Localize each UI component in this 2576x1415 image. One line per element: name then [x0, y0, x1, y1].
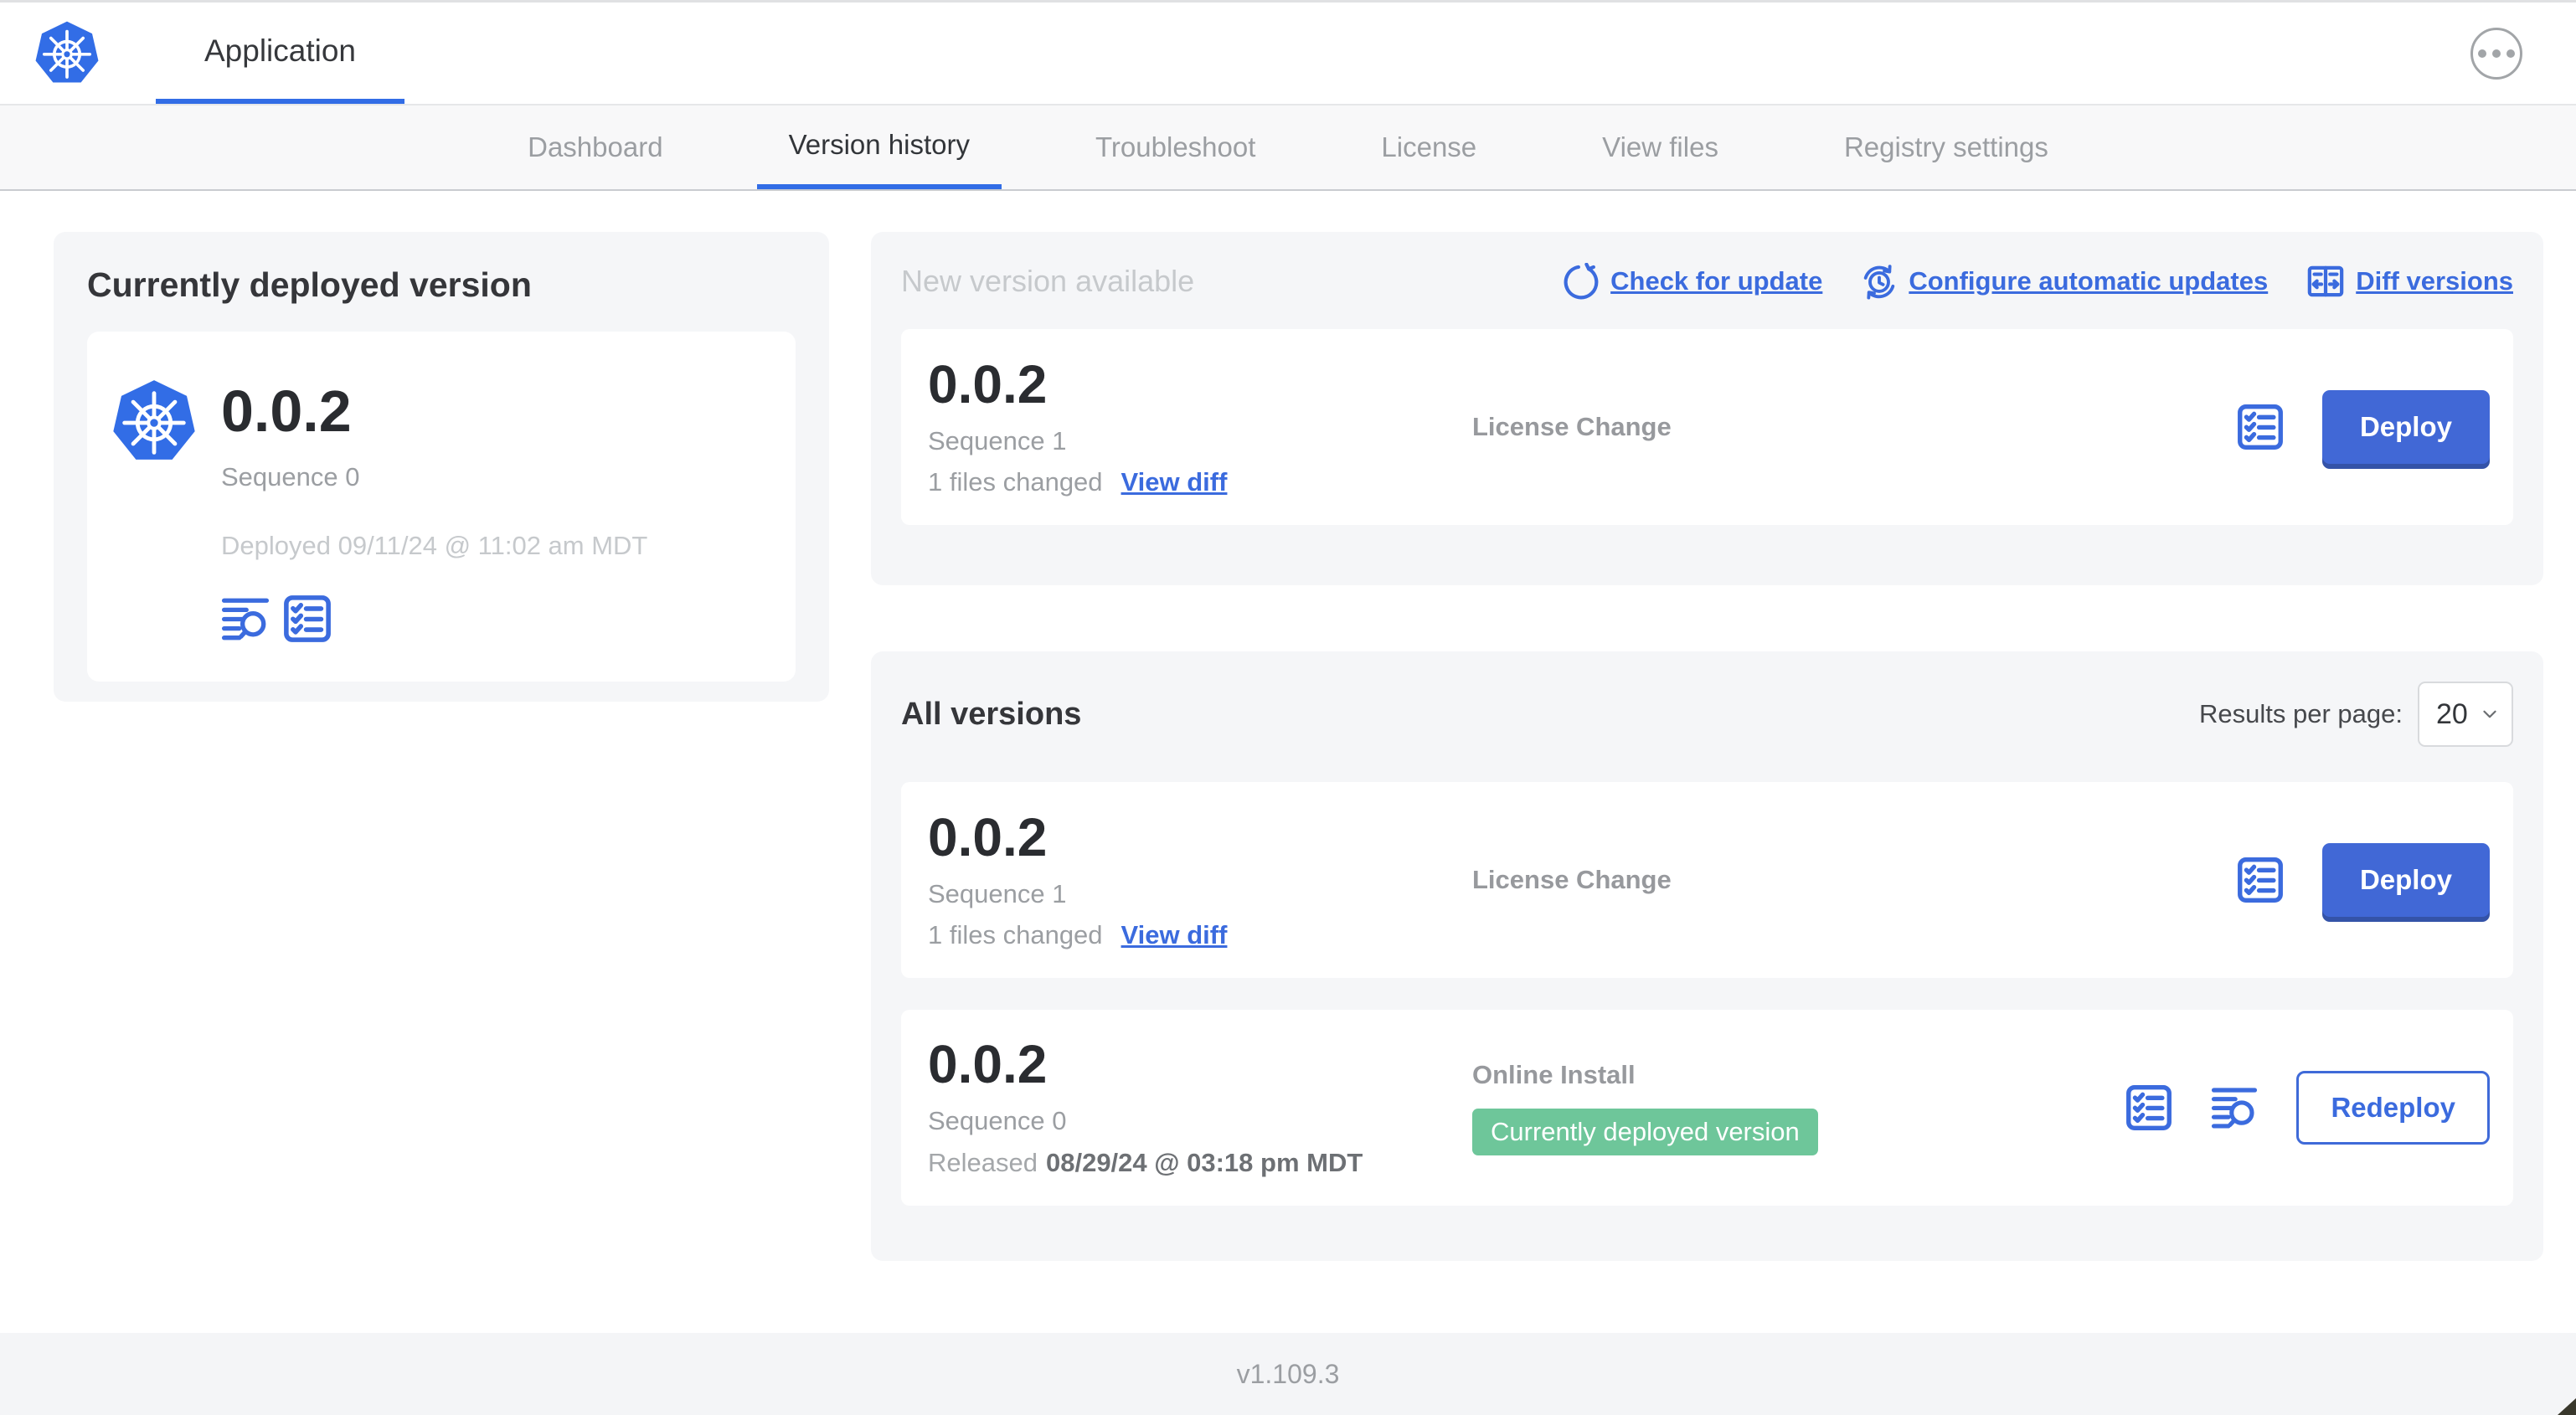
preflight-results-button[interactable] [2237, 404, 2284, 450]
source-label: License Change [1472, 865, 1672, 894]
released-timestamp: 08/29/24 @ 03:18 pm MDT [1045, 1148, 1363, 1177]
app-logo [33, 3, 100, 104]
left-column: Currently deployed version [54, 232, 829, 1261]
results-per-page-label: Results per page: [2199, 699, 2403, 728]
checklist-icon [2238, 404, 2283, 450]
version-row-sequence-0: 0.0.2 Sequence 0 Released 08/29/24 @ 03:1… [901, 1010, 2513, 1206]
results-per-page: Results per page: 20 [2199, 682, 2513, 747]
currently-deployed-card: 0.0.2 Sequence 0 Deployed 09/11/24 @ 11:… [87, 332, 796, 682]
deploy-logs-button[interactable] [221, 594, 270, 643]
view-diff-link[interactable]: View diff [1121, 919, 1228, 949]
version-number: 0.0.2 [928, 806, 1048, 867]
currently-deployed-badge: Currently deployed version [1472, 1109, 1818, 1155]
currently-deployed-title: Currently deployed version [87, 265, 532, 304]
checklist-icon [2126, 1085, 2172, 1130]
released-line: Released 08/29/24 @ 03:18 pm MDT [928, 1148, 1472, 1178]
version-source: License Change [1472, 865, 2237, 895]
new-version-panel: New version available Check for update [871, 232, 2543, 585]
redeploy-button[interactable]: Redeploy [2296, 1071, 2490, 1145]
version-row-actions: Deploy [2237, 843, 2490, 917]
version-row-info: 0.0.2 Sequence 1 1 files changed View di… [928, 358, 1472, 497]
main-content: Currently deployed version [0, 191, 2576, 1261]
logs-icon [221, 598, 270, 641]
all-versions-list: 0.0.2 Sequence 1 1 files changed View di… [901, 782, 2513, 1206]
all-versions-title: All versions [901, 696, 1082, 732]
version-number: 0.0.2 [928, 353, 1048, 414]
version-source: Online Install Currently deployed versio… [1472, 1060, 2125, 1155]
results-per-page-value: 20 [2436, 697, 2468, 730]
tab-troubleshoot[interactable]: Troubleshoot [1095, 131, 1256, 162]
version-row-actions: Redeploy [2125, 1071, 2490, 1145]
tab-license[interactable]: License [1381, 131, 1477, 162]
deploy-button[interactable]: Deploy [2321, 390, 2490, 464]
refresh-icon [1564, 263, 1599, 300]
app-footer: v1.109.3 [0, 1333, 2576, 1415]
source-label: License Change [1472, 412, 1672, 441]
new-version-row: 0.0.2 Sequence 1 1 files changed View di… [901, 329, 2513, 525]
app-header: Application [0, 3, 2576, 104]
current-version-number: 0.0.2 [221, 378, 352, 444]
preflight-results-button[interactable] [2237, 857, 2284, 903]
version-row-sequence-1: 0.0.2 Sequence 1 1 files changed View di… [901, 782, 2513, 978]
files-changed-line: 1 files changed View diff [928, 920, 1472, 950]
tab-dashboard[interactable]: Dashboard [528, 131, 663, 162]
app-subnav: Dashboard Version history Troubleshoot L… [0, 104, 2576, 191]
tab-view-files[interactable]: View files [1602, 131, 1718, 162]
version-row-actions: Deploy [2237, 390, 2490, 464]
app-tab-label: Application [204, 33, 357, 68]
version-sequence: Sequence 1 [928, 878, 1067, 908]
version-row-info: 0.0.2 Sequence 0 Released 08/29/24 @ 03:1… [928, 1037, 1472, 1178]
released-label: Released [928, 1148, 1038, 1177]
current-sequence: Sequence 0 [221, 462, 360, 491]
files-changed-count: 1 files changed [928, 466, 1103, 497]
current-deployed-timestamp: Deployed 09/11/24 @ 11:02 am MDT [221, 531, 648, 560]
files-changed-line: 1 files changed View diff [928, 467, 1472, 497]
checklist-icon [2238, 857, 2283, 903]
new-version-title: New version available [901, 264, 1195, 298]
console-version: v1.109.3 [1236, 1358, 1340, 1389]
diff-versions-link[interactable]: Diff versions [2306, 262, 2513, 301]
version-sequence: Sequence 1 [928, 425, 1067, 455]
version-source: License Change [1472, 412, 2237, 442]
all-versions-header: All versions Results per page: 20 [901, 682, 2513, 747]
configure-automatic-updates-link[interactable]: Configure automatic updates [1861, 263, 2268, 300]
new-version-header: New version available Check for update [901, 262, 2513, 301]
version-row-info: 0.0.2 Sequence 1 1 files changed View di… [928, 810, 1472, 950]
currently-deployed-panel: Currently deployed version [54, 232, 829, 702]
files-changed-count: 1 files changed [928, 919, 1103, 949]
preflight-results-button[interactable] [2125, 1084, 2172, 1131]
diff-icon [2307, 265, 2344, 297]
preflight-results-button[interactable] [283, 594, 332, 643]
more-menu-button[interactable] [2470, 27, 2522, 80]
chevron-down-icon [2483, 710, 2496, 718]
check-for-update-link[interactable]: Check for update [1563, 263, 1822, 300]
version-actions-links: Check for update Configure automatic upd… [1563, 262, 2513, 301]
window-top-edge [0, 0, 2576, 3]
ellipsis-icon [2478, 49, 2486, 58]
results-per-page-select[interactable]: 20 [2418, 682, 2513, 747]
app-tab-application[interactable]: Application [156, 3, 405, 104]
kubernetes-logo-icon [35, 21, 99, 83]
version-sequence: Sequence 0 [928, 1106, 1067, 1135]
schedule-update-icon [1864, 265, 1895, 300]
all-versions-panel: All versions Results per page: 20 0.0.2 [871, 651, 2543, 1261]
current-version-actions [221, 594, 647, 643]
source-label: Online Install [1472, 1060, 1636, 1089]
checklist-icon [284, 595, 331, 642]
tab-registry-settings[interactable]: Registry settings [1843, 131, 2048, 162]
current-version-info: 0.0.2 Sequence 0 Deployed 09/11/24 @ 11:… [221, 372, 647, 643]
logs-icon [2212, 1088, 2258, 1129]
deploy-logs-button[interactable] [2211, 1084, 2258, 1131]
view-diff-link[interactable]: View diff [1121, 466, 1228, 497]
kubernetes-version-icon [113, 380, 195, 460]
version-number: 0.0.2 [928, 1034, 1048, 1094]
right-column: New version available Check for update [871, 232, 2543, 1261]
tab-version-history[interactable]: Version history [756, 105, 1002, 189]
deploy-button[interactable]: Deploy [2321, 843, 2490, 917]
